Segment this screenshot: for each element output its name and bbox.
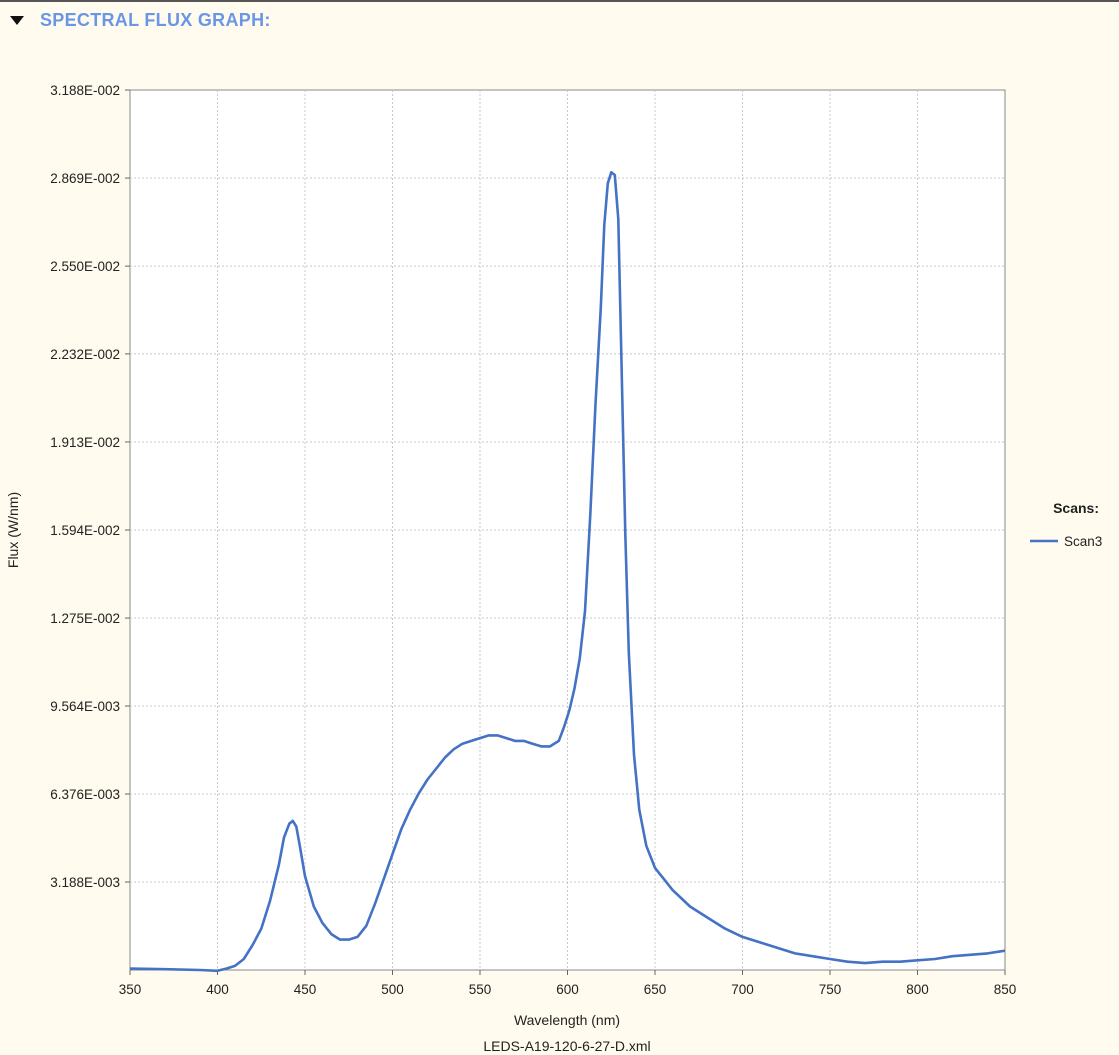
x-tick-label: 750 [819, 982, 842, 997]
x-tick-label: 650 [644, 982, 667, 997]
y-tick-label: 1.594E-002 [50, 523, 120, 538]
x-tick-label: 600 [556, 982, 579, 997]
x-tick-label: 350 [119, 982, 142, 997]
tick-labels: 350 400 450 500 550 600 650 700 750 800 850 3.188E-… [50, 83, 1016, 997]
y-tick-label: 1.275E-002 [50, 611, 120, 626]
x-tick-label: 400 [206, 982, 229, 997]
x-tick-label: 800 [906, 982, 929, 997]
legend-title: Scans: [1053, 500, 1099, 516]
y-tick-label: 2.869E-002 [50, 171, 120, 186]
y-axis-label: Flux (W/nm) [5, 492, 21, 568]
x-tick-label: 700 [731, 982, 754, 997]
y-tick-label: 6.376E-003 [50, 787, 120, 802]
section-header[interactable]: SPECTRAL FLUX GRAPH: [8, 6, 271, 34]
section-title: SPECTRAL FLUX GRAPH: [40, 9, 271, 30]
y-tick-label: 1.913E-002 [50, 435, 120, 450]
top-border [0, 0, 1119, 2]
y-tick-label: 9.564E-003 [50, 699, 120, 714]
x-tick-label: 850 [994, 982, 1017, 997]
legend: Scans: Scan3 [1030, 500, 1102, 549]
x-tick-label: 500 [381, 982, 404, 997]
chart-footer-filename: LEDS-A19-120-6-27-D.xml [483, 1038, 650, 1054]
x-tick-label: 550 [469, 982, 492, 997]
x-tick-label: 450 [294, 982, 317, 997]
y-tick-label: 2.550E-002 [50, 259, 120, 274]
legend-entry-scan3[interactable]: Scan3 [1064, 534, 1102, 549]
y-tick-label: 3.188E-003 [50, 875, 120, 890]
series-line-scan3 [129, 171, 1006, 973]
x-axis-label: Wavelength (nm) [514, 1012, 620, 1028]
triangle-down-icon[interactable] [10, 15, 24, 25]
y-tick-label: 3.188E-002 [50, 83, 120, 98]
y-tick-label: 2.232E-002 [50, 347, 120, 362]
